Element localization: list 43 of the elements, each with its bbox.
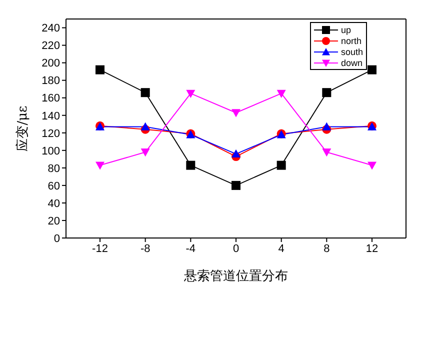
- point: [276, 160, 286, 170]
- y-tick-label: 20: [48, 215, 60, 228]
- y-tick-label: 240: [42, 22, 60, 35]
- y-tick-label: 180: [42, 75, 60, 88]
- point: [322, 122, 332, 130]
- point: [186, 160, 196, 170]
- point: [96, 65, 104, 74]
- y-tick-label: 40: [48, 198, 60, 210]
- y-tick-label: 160: [42, 92, 60, 105]
- point: [322, 88, 332, 98]
- x-tick-label: 8: [324, 242, 330, 255]
- point: [276, 90, 286, 98]
- point: [232, 149, 240, 158]
- point: [368, 65, 376, 74]
- x-axis-title: 悬索管道位置分布: [183, 269, 288, 284]
- x-tick-label: -8: [140, 242, 150, 255]
- y-tick-label: 80: [48, 162, 60, 175]
- point: [186, 90, 196, 98]
- y-tick-label: 200: [42, 58, 60, 70]
- x-tick-label: 4: [278, 242, 284, 255]
- y-tick-label: 60: [48, 180, 60, 192]
- legend-label: north: [340, 36, 362, 46]
- legend-label: up: [340, 24, 351, 34]
- point: [140, 88, 150, 98]
- x-tick-label: -4: [186, 242, 196, 255]
- point: [96, 162, 104, 170]
- point: [368, 162, 376, 170]
- point: [232, 109, 240, 118]
- y-tick-label: 220: [42, 40, 60, 52]
- y-tick-label: 120: [42, 128, 60, 140]
- point: [140, 148, 150, 157]
- legend-label: south: [340, 46, 363, 56]
- point: [140, 122, 150, 130]
- x-tick-label: -12: [92, 242, 108, 255]
- point: [322, 148, 332, 157]
- legend-label: down: [340, 58, 362, 68]
- y-axis-title: 应变/με: [14, 105, 31, 152]
- x-tick-label: 12: [366, 242, 378, 255]
- point: [232, 180, 240, 190]
- y-tick-label: 140: [42, 110, 60, 122]
- y-tick-label: 100: [42, 145, 60, 158]
- y-tick-label: 0: [54, 232, 60, 245]
- x-tick-label: 0: [232, 242, 240, 255]
